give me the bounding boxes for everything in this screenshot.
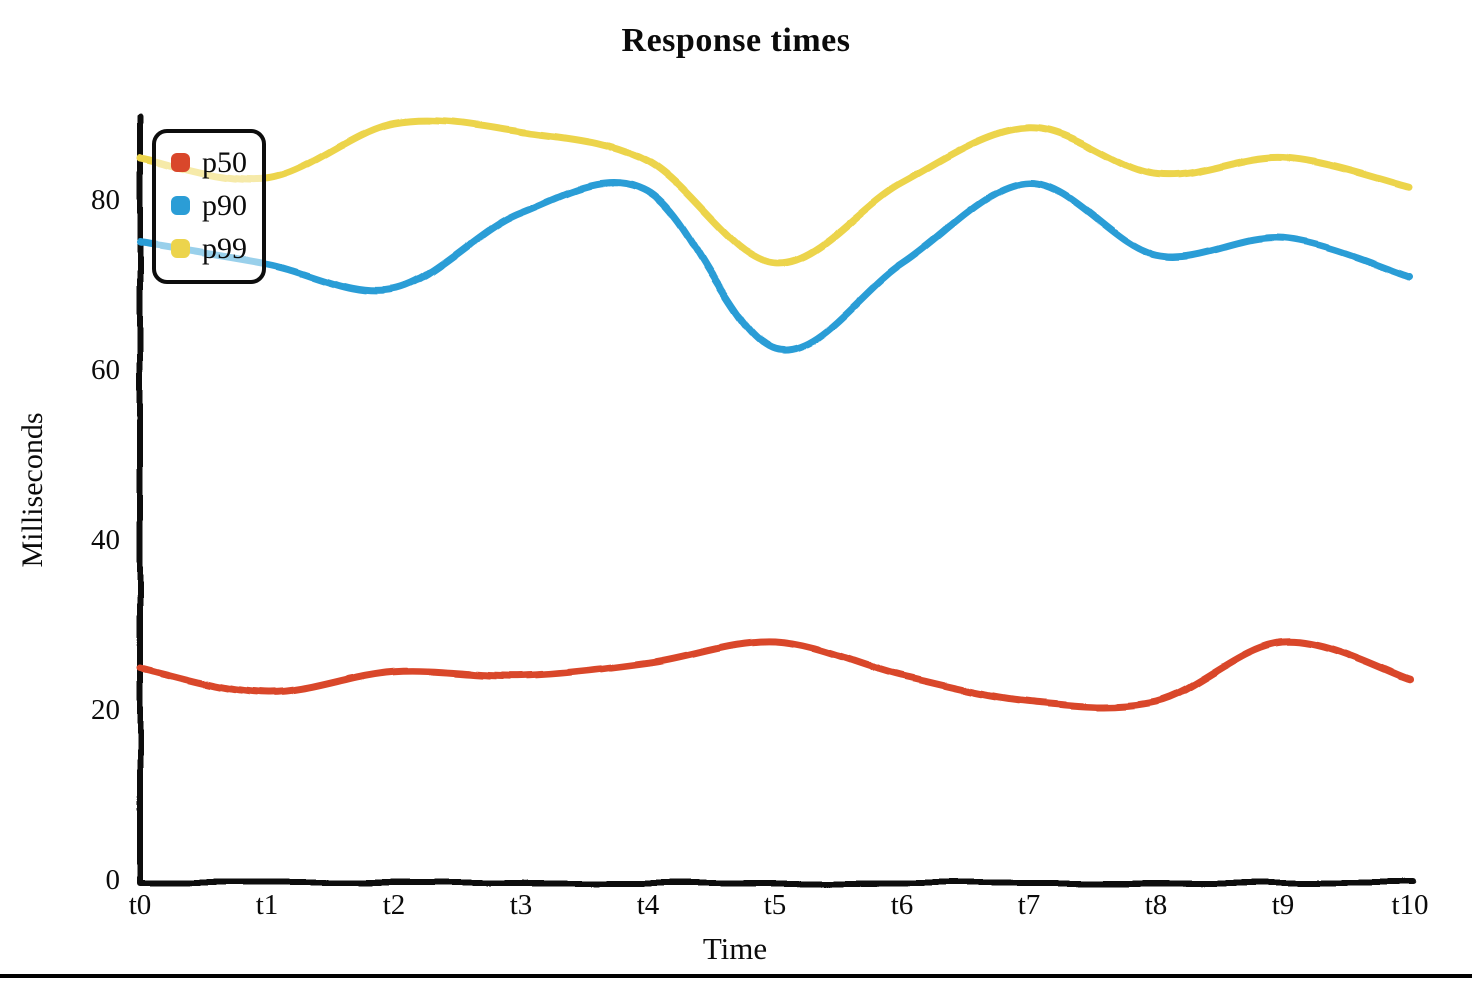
y-tick-label: 0 bbox=[105, 864, 121, 896]
series-lines-group bbox=[136, 117, 1414, 711]
x-tick-label: t3 bbox=[509, 889, 533, 921]
axis-lines bbox=[137, 113, 1415, 886]
x-tick-label: t0 bbox=[128, 889, 152, 921]
legend-swatch-p90 bbox=[171, 196, 190, 215]
legend-item-p99: p99 bbox=[171, 227, 247, 270]
y-tick-label: 80 bbox=[91, 184, 120, 216]
series-line-p99 bbox=[136, 117, 1414, 268]
series-line-p90 bbox=[136, 179, 1414, 354]
x-tick-label: t9 bbox=[1271, 889, 1295, 921]
y-tick-label: 20 bbox=[91, 694, 120, 726]
x-tick-label: t4 bbox=[636, 889, 660, 921]
legend-item-p90: p90 bbox=[171, 184, 247, 227]
legend-swatch-p99 bbox=[171, 239, 190, 258]
legend-item-label: p99 bbox=[202, 231, 247, 265]
x-tick-label: t8 bbox=[1144, 889, 1168, 921]
legend-swatch-p50 bbox=[171, 153, 190, 172]
x-tick-label: t5 bbox=[763, 889, 787, 921]
x-axis-title: Time bbox=[702, 931, 768, 966]
y-tick-label: 40 bbox=[91, 524, 120, 556]
series-line-p50 bbox=[136, 638, 1414, 711]
x-tick-label: t6 bbox=[890, 889, 914, 921]
legend-item-label: p50 bbox=[202, 145, 247, 179]
x-tick-label: t1 bbox=[255, 889, 279, 921]
y-tick-label: 60 bbox=[91, 354, 120, 386]
legend-item-p50: p50 bbox=[171, 141, 247, 184]
legend: p50 p90 p99 bbox=[152, 129, 266, 284]
legend-item-label: p90 bbox=[202, 188, 247, 222]
bottom-border bbox=[0, 974, 1472, 978]
axes-group bbox=[137, 113, 1415, 886]
x-tick-label: t10 bbox=[1391, 889, 1429, 921]
x-tick-label: t2 bbox=[382, 889, 406, 921]
chart-title: Response times bbox=[621, 22, 851, 59]
x-tick-label: t7 bbox=[1017, 889, 1041, 921]
